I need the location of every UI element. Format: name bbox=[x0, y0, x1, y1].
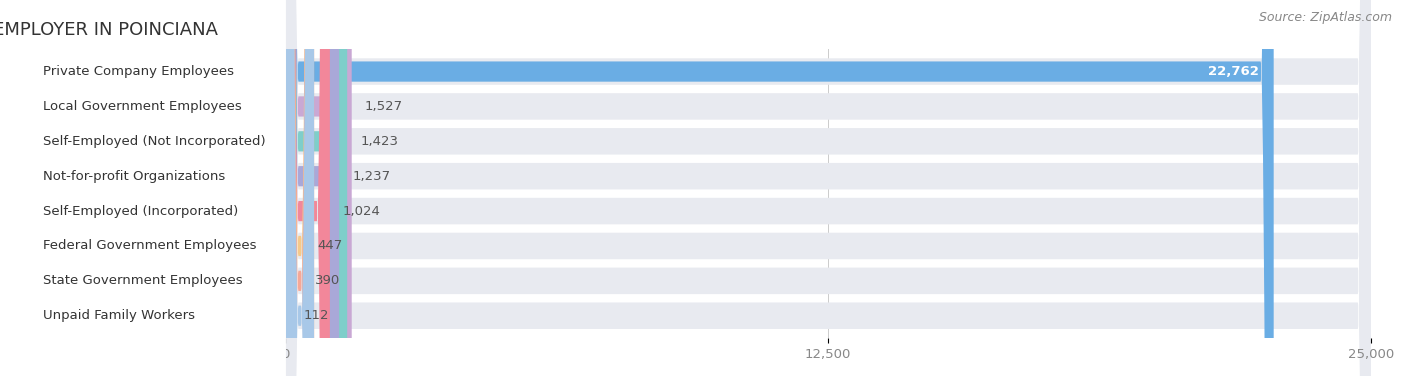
Text: Unpaid Family Workers: Unpaid Family Workers bbox=[44, 309, 195, 322]
Text: Private Company Employees: Private Company Employees bbox=[44, 65, 235, 78]
FancyBboxPatch shape bbox=[22, 0, 285, 376]
Text: 1,024: 1,024 bbox=[343, 205, 381, 218]
FancyBboxPatch shape bbox=[22, 0, 285, 376]
Text: State Government Employees: State Government Employees bbox=[44, 274, 243, 287]
Text: 1,527: 1,527 bbox=[364, 100, 404, 113]
Text: EMPLOYMENT BY CLASS OF EMPLOYER IN POINCIANA: EMPLOYMENT BY CLASS OF EMPLOYER IN POINC… bbox=[0, 21, 218, 39]
Text: Federal Government Employees: Federal Government Employees bbox=[44, 240, 257, 252]
FancyBboxPatch shape bbox=[285, 0, 314, 376]
FancyBboxPatch shape bbox=[22, 0, 285, 376]
Text: 112: 112 bbox=[304, 309, 329, 322]
Text: 1,423: 1,423 bbox=[360, 135, 398, 148]
FancyBboxPatch shape bbox=[285, 0, 1371, 376]
FancyBboxPatch shape bbox=[22, 0, 285, 376]
FancyBboxPatch shape bbox=[285, 0, 347, 376]
Text: Self-Employed (Not Incorporated): Self-Employed (Not Incorporated) bbox=[44, 135, 266, 148]
Text: 390: 390 bbox=[315, 274, 340, 287]
FancyBboxPatch shape bbox=[22, 0, 285, 376]
FancyBboxPatch shape bbox=[285, 0, 1371, 376]
FancyBboxPatch shape bbox=[285, 0, 314, 376]
FancyBboxPatch shape bbox=[285, 0, 1371, 376]
FancyBboxPatch shape bbox=[285, 0, 1274, 376]
Text: 447: 447 bbox=[318, 240, 343, 252]
FancyBboxPatch shape bbox=[285, 0, 1371, 376]
FancyBboxPatch shape bbox=[285, 0, 1371, 376]
FancyBboxPatch shape bbox=[22, 0, 285, 376]
Text: Self-Employed (Incorporated): Self-Employed (Incorporated) bbox=[44, 205, 239, 218]
FancyBboxPatch shape bbox=[22, 0, 285, 376]
FancyBboxPatch shape bbox=[285, 0, 352, 376]
FancyBboxPatch shape bbox=[285, 0, 1371, 376]
FancyBboxPatch shape bbox=[285, 0, 314, 376]
FancyBboxPatch shape bbox=[285, 0, 1371, 376]
FancyBboxPatch shape bbox=[285, 0, 339, 376]
Text: 1,237: 1,237 bbox=[352, 170, 391, 183]
Text: Local Government Employees: Local Government Employees bbox=[44, 100, 242, 113]
Text: 22,762: 22,762 bbox=[1208, 65, 1258, 78]
FancyBboxPatch shape bbox=[285, 0, 1371, 376]
Text: Source: ZipAtlas.com: Source: ZipAtlas.com bbox=[1258, 11, 1392, 24]
Text: Not-for-profit Organizations: Not-for-profit Organizations bbox=[44, 170, 225, 183]
FancyBboxPatch shape bbox=[22, 0, 285, 376]
FancyBboxPatch shape bbox=[285, 0, 330, 376]
